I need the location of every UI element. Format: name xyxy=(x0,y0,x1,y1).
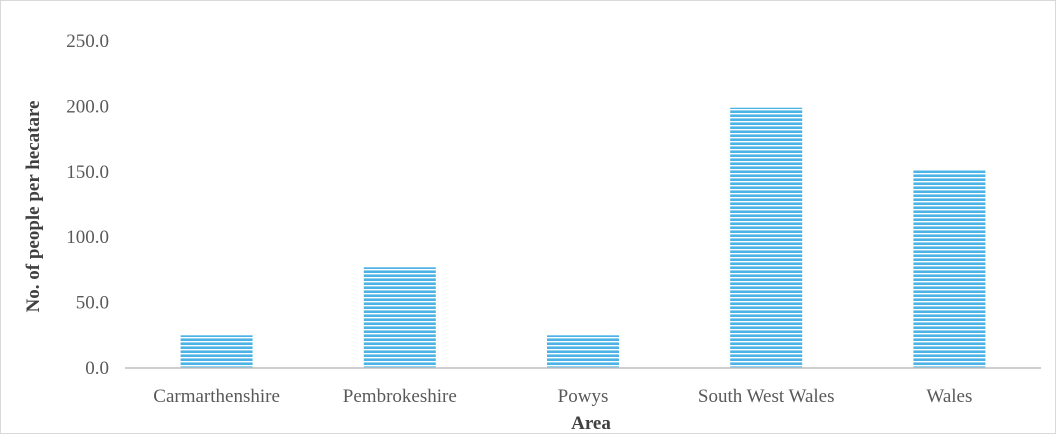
bar-wales xyxy=(913,170,986,368)
bar-carmarthenshire xyxy=(180,335,253,368)
x-axis-title: Area xyxy=(571,413,611,433)
y-axis-title: No. of people per hecatare xyxy=(23,101,44,313)
y-tick-label: 50.0 xyxy=(76,293,109,314)
x-category-label: Carmarthenshire xyxy=(153,386,280,407)
y-axis-tick-labels: 0.0 50.0 100.0 150.0 200.0 250.0 xyxy=(66,31,109,379)
y-tick-label: 0.0 xyxy=(85,358,109,379)
x-category-label: Wales xyxy=(926,386,972,407)
bars xyxy=(180,107,986,368)
x-category-label: Pembrokeshire xyxy=(343,386,457,407)
x-category-label: South West Wales xyxy=(698,386,835,407)
y-tick-label: 150.0 xyxy=(66,162,109,183)
y-tick-label: 100.0 xyxy=(66,227,109,248)
y-tick-label: 250.0 xyxy=(66,31,109,52)
y-tick-label: 200.0 xyxy=(66,96,109,117)
bar-powys xyxy=(547,335,619,368)
bar-pembrokeshire xyxy=(363,267,436,368)
x-category-label: Powys xyxy=(558,386,609,407)
x-axis-category-labels: Carmarthenshire Pembrokeshire Powys South W… xyxy=(153,386,972,407)
bar-south-west-wales xyxy=(730,107,803,368)
